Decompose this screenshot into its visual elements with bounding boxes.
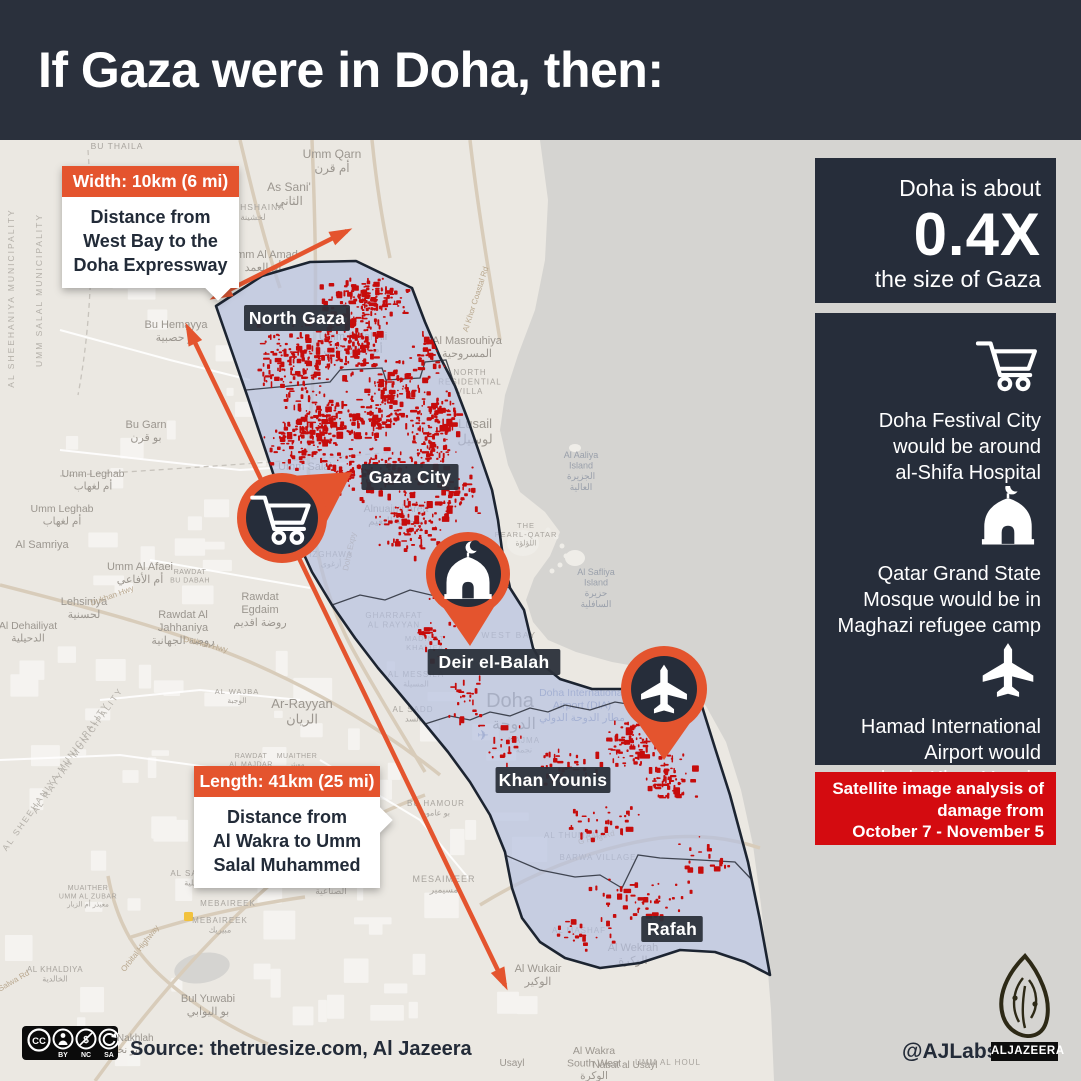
map-place-label: Bul Yuwabi بو اليوابي — [181, 993, 235, 1018]
map-place-label: Rawdat Egdaim روضة اقديم — [233, 591, 286, 629]
svg-text:NC: NC — [81, 1052, 91, 1059]
map-place-label: UMM AL HOUL — [635, 1058, 701, 1067]
mosque-icon — [975, 479, 1041, 553]
size-value: 0.4X — [913, 200, 1041, 268]
length-callout: Length: 41km (25 mi) Distance from Al Wa… — [194, 766, 380, 889]
ajlabs-handle: @AJLabs — [902, 1040, 999, 1063]
map-place-label: As Sani' الثاني — [267, 180, 311, 208]
length-measure-arrow — [185, 322, 508, 991]
map-place-label: Al Aaliya Island الجزيرة العالية — [564, 450, 599, 492]
width-callout-title: Width: 10km (6 mi) — [62, 166, 239, 197]
plane-icon — [641, 664, 687, 714]
svg-text:Gaza City: Gaza City — [369, 467, 451, 487]
map-place-label: RAWDAT BU DABAH — [170, 569, 210, 584]
aljazeera-wordmark: ALJAZEERA — [991, 1042, 1064, 1061]
fact-grand-mosque: Qatar Grand State Mosque would be in Mag… — [830, 479, 1041, 639]
satellite-note: Satellite image analysis of damage from … — [815, 772, 1056, 845]
map-place-label: MEBAIREEK مبيريك — [192, 916, 248, 934]
map-place-label: BU THAILA — [91, 141, 144, 151]
svg-text:Deir el-Balah: Deir el-Balah — [439, 652, 550, 672]
map-place-label: Bu Hemayya بو حصبية — [145, 319, 209, 344]
map-place-label: RAWDAT AL MAJDAR — [229, 753, 273, 768]
source-credit: Source: thetruesize.com, Al Jazeera — [130, 1038, 472, 1060]
map-place-label: MESAIMEER مسيمير — [412, 874, 475, 896]
cc-license-badge: CC $ BY NC SA — [22, 1026, 120, 1065]
map-place-label: MUAITHER مويثر — [277, 753, 318, 768]
region-label-khan-younis: Khan Younis — [495, 767, 611, 793]
map-place-label: Bu Garn بو قرن — [126, 419, 167, 444]
fact-text: Qatar Grand State Mosque would be in Mag… — [837, 563, 1041, 637]
plane-pin — [621, 646, 707, 760]
map-place-label: Lehsiniya لحسنية — [61, 596, 108, 621]
map-place-label: Umm Leghab أم لغهاب — [30, 503, 93, 527]
map-place-label: Al Dehailiyat الدحيلية — [0, 620, 57, 644]
map-place-label: NORTH RESIDENTIAL VILLA — [438, 368, 501, 396]
fact-text: Doha Festival City would be around al-Sh… — [878, 410, 1041, 484]
map-place-label: AL WAJBA الوجبة — [215, 687, 260, 705]
pond — [174, 952, 230, 984]
map-place-label: Ar-Rayyan الريان — [271, 696, 332, 727]
svg-text:BY: BY — [58, 1052, 68, 1059]
map-place-label: Al Masrouhiya المسروحية — [432, 335, 503, 360]
islands — [507, 444, 585, 574]
region-label-north-gaza: North Gaza — [244, 305, 350, 331]
map-place-label: Al Samriya — [15, 539, 69, 551]
svg-text:SA: SA — [104, 1052, 114, 1059]
svg-text:North Gaza: North Gaza — [249, 308, 345, 328]
plane-icon — [975, 639, 1041, 706]
page-header: If Gaza were in Doha, then: — [0, 0, 1081, 140]
svg-text:Khan Younis: Khan Younis — [499, 770, 608, 790]
fact-airport: Hamad International Airport would be in … — [830, 639, 1041, 792]
size-line2: the size of Gaza — [874, 265, 1041, 292]
route-shield — [184, 912, 193, 921]
map-place-label: Al Safliya Island حزيرة السافلية — [577, 567, 615, 609]
map-place-label: UMM SALAL MUNICIPALITY — [34, 213, 44, 367]
map-place-label: AL SHEEHANIYA MUNICIPALITY — [6, 208, 16, 387]
length-callout-body: Distance from Al Wakra to Umm Salal Muha… — [194, 797, 380, 889]
shopping-cart-icon — [975, 333, 1041, 400]
width-callout: Width: 10km (6 mi) Distance from West Ba… — [62, 166, 239, 289]
cart-pin — [237, 472, 352, 563]
map-place-label: Rawdat Al Jahhaniya روضة الجهانية — [151, 609, 214, 647]
mosque-icon — [444, 540, 492, 599]
map-place-label: Al Wakra South West الوكرة — [567, 1045, 621, 1081]
map-place-label: THE PEARL-QATAR اللؤلؤة — [495, 521, 558, 548]
fact-festival-city: Doha Festival City would be around al-Sh… — [830, 333, 1041, 486]
map-place-label: Umm Qarn أم قرن — [303, 147, 362, 175]
aljazeera-logo-icon — [985, 952, 1065, 1049]
svg-text:Rafah: Rafah — [647, 919, 697, 939]
map-place-label: Umm Al Afaei أم الأفاعي — [107, 561, 173, 586]
region-label-gaza-city: Gaza City — [361, 464, 459, 490]
width-callout-body: Distance from West Bay to the Doha Expre… — [62, 197, 239, 289]
region-label-rafah: Rafah — [641, 916, 703, 942]
gaza-overlay-polygon — [214, 259, 772, 977]
map-place-label: Umm Leghab أم لغهاب — [61, 468, 124, 492]
map-place-label: Nabat al Usayl — [592, 1060, 657, 1071]
map-place-label: Al Wukair الوكير — [515, 963, 562, 988]
map-place-label: Usayl — [499, 1058, 524, 1069]
map-place-label: BU HAMOUR بو عامور — [407, 799, 465, 817]
map-place-label: LEKHSHAINA لخشينة — [221, 202, 285, 222]
facts-box: Doha Festival City would be around al-Sh… — [815, 313, 1056, 790]
region-label-deir-el-balah: Deir el-Balah — [427, 649, 561, 675]
cart-icon — [250, 495, 311, 545]
map-place-label: AL KHALDIYA الخالدية — [27, 965, 83, 983]
page-title: If Gaza were in Doha, then: — [38, 42, 664, 98]
map-place-label: MUAITHER UMM AL ZUBAR معيذر أم الزبار — [59, 885, 117, 909]
mosque-pin — [426, 532, 510, 646]
svg-text:$: $ — [83, 1035, 89, 1046]
svg-text:CC: CC — [32, 1036, 46, 1047]
length-callout-title: Length: 41km (25 mi) — [194, 766, 380, 797]
size-comparison-box: Doha is about 0.4X the size of Gaza — [815, 158, 1056, 303]
map-place-label: MEBAIREEK — [200, 899, 256, 908]
size-line1: Doha is about — [899, 175, 1041, 201]
